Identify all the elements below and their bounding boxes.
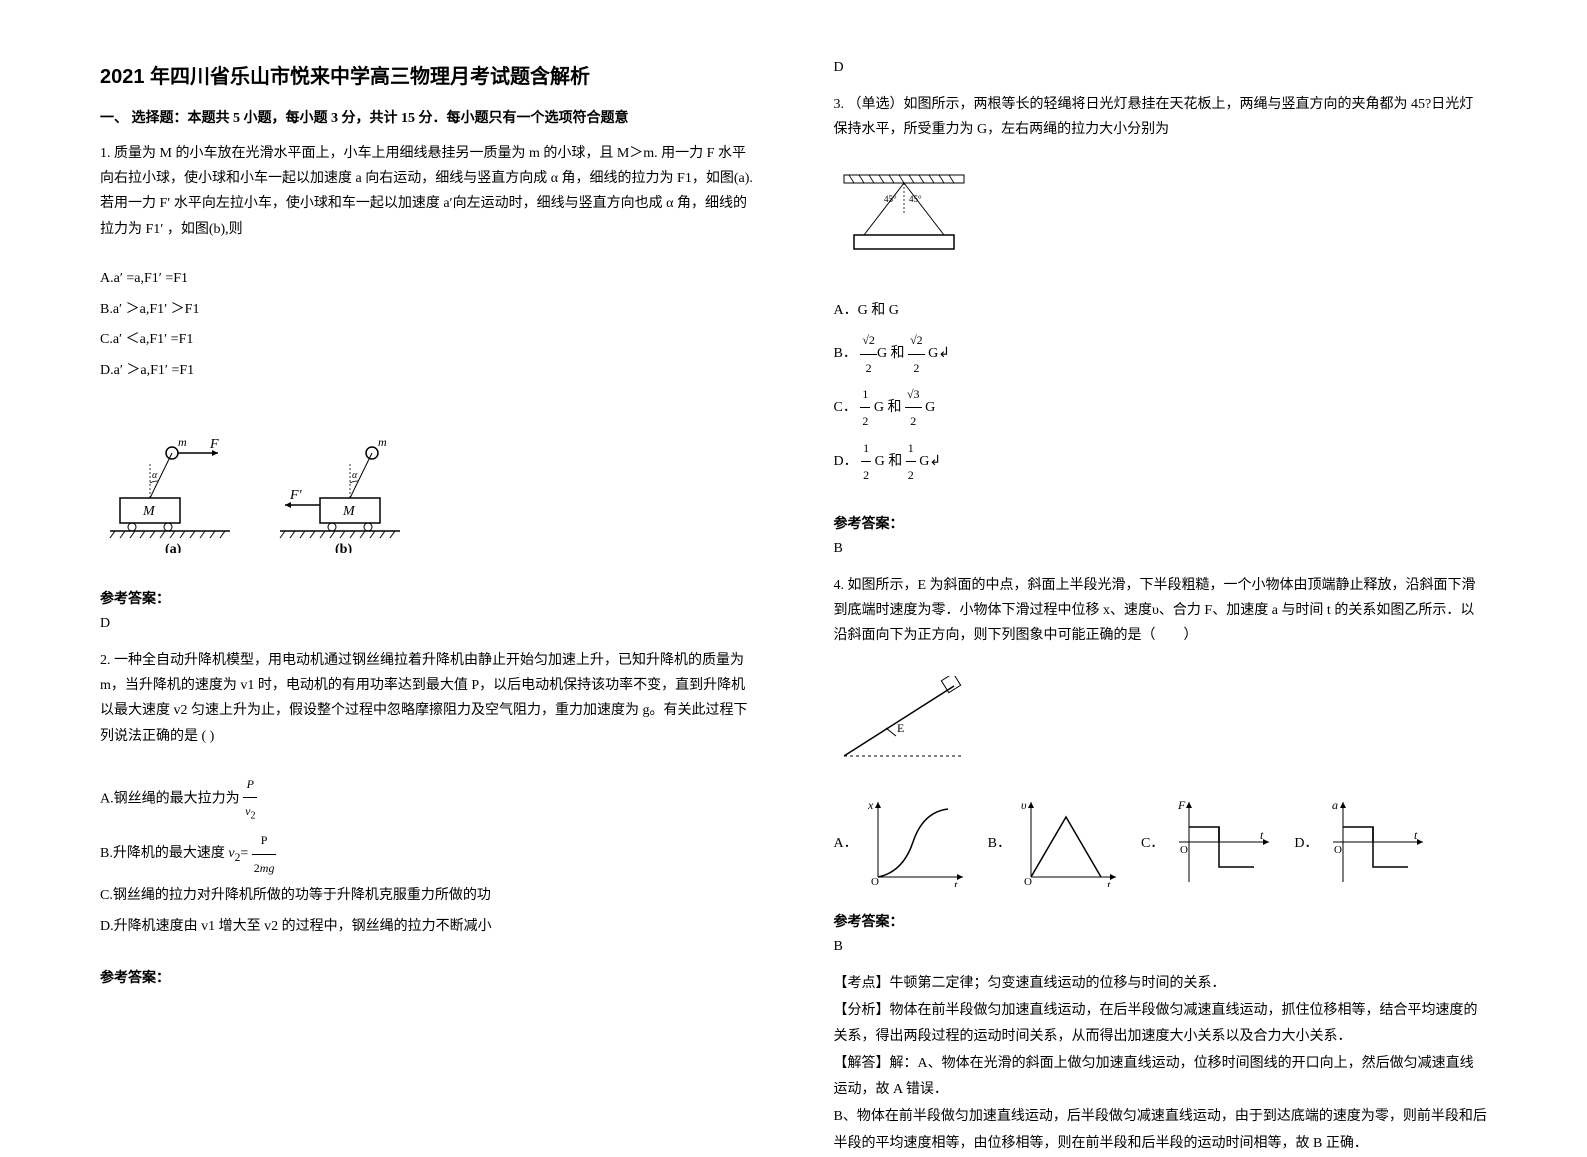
q4-jieda-b: B、物体在前半段做匀加速直线运动，后半段做匀减速直线运动，由于到达底端的速度为零… <box>834 1104 1488 1157</box>
q2-option-a-prefix: A.钢丝绳的最大拉力为 <box>100 791 240 806</box>
q4-answer-label: 参考答案： <box>834 911 1488 931</box>
q3-answer-label: 参考答案： <box>834 513 1488 533</box>
q2-option-c: C.钢丝绳的拉力对升降机所做的功等于升降机克服重力所做的功 <box>100 881 754 912</box>
q1-answer-label: 参考答案： <box>100 588 754 608</box>
q4-graph-a: x t O <box>858 797 968 887</box>
q3-figure: 45° 45° <box>834 170 1488 270</box>
svg-text:O: O <box>1024 876 1032 887</box>
q4-jieda-a: 【解答】解：A、物体在光滑的斜面上做匀加速直线运动，位移时间图线的开口向上，然后… <box>834 1051 1488 1104</box>
svg-text:x: x <box>867 798 874 812</box>
q2-option-b-formula: v2= P2mg <box>228 827 276 881</box>
q2-option-a-formula: P v2 <box>243 771 257 828</box>
svg-text:O: O <box>1180 844 1188 856</box>
question-2-text: 2. 一种全自动升降机模型，用电动机通过钢丝绳拉着升降机由静止开始匀加速上升，已… <box>100 648 754 749</box>
q4-graph-c: F t O <box>1164 797 1274 887</box>
question-2-options: A.钢丝绳的最大拉力为 P v2 B.升降机的最大速度 v2= P2mg C.钢… <box>100 771 754 943</box>
q4-charts: A． x t O B． υ t O <box>834 797 1488 887</box>
q4-answer: B <box>834 939 1488 955</box>
q3-answer: B <box>834 541 1488 557</box>
q1-diagram-svg: M <box>100 413 420 553</box>
svg-text:(b): (b) <box>335 542 352 553</box>
svg-text:F: F <box>209 437 219 452</box>
left-column: 2021 年四川省乐山市悦来中学高三物理月考试题含解析 一、 选择题：本题共 5… <box>100 60 754 1062</box>
q3-option-a: A．G 和 G <box>834 296 1488 327</box>
svg-text:(a): (a) <box>165 542 182 553</box>
svg-text:45°: 45° <box>884 194 897 204</box>
q2-option-d: D.升降机速度由 v1 增大至 v2 的过程中，钢丝绳的拉力不断减小 <box>100 912 754 943</box>
q4-incline-svg: E <box>834 676 984 766</box>
question-3-options: A．G 和 G B． √22G 和 √22 G↲ C． 12 G 和 √32 G… <box>834 296 1488 488</box>
question-4-text: 4. 如图所示，E 为斜面的中点，斜面上半段光滑，下半段粗糙，一个小物体由顶端静… <box>834 573 1488 649</box>
q2-option-a: A.钢丝绳的最大拉力为 P v2 <box>100 771 754 828</box>
q4-kaodian: 【考点】牛顿第二定律；匀变速直线运动的位移与时间的关系． <box>834 971 1488 998</box>
svg-text:E: E <box>897 721 904 735</box>
q2-option-b: B.升降机的最大速度 v2= P2mg <box>100 827 754 881</box>
q2-answer-label: 参考答案： <box>100 967 754 987</box>
q4-chart-b: B． υ t O <box>988 797 1121 887</box>
q1-answer: D <box>100 616 754 632</box>
question-1-text: 1. 质量为 M 的小车放在光滑水平面上，小车上用细线悬挂另一质量为 m 的小球… <box>100 141 754 242</box>
q3-option-c: C． 12 G 和 √32 G <box>834 381 1488 435</box>
q4-chart-c: C． F t O <box>1141 797 1274 887</box>
page-title: 2021 年四川省乐山市悦来中学高三物理月考试题含解析 <box>100 60 754 89</box>
q2-option-b-prefix: B.升降机的最大速度 <box>100 847 225 862</box>
right-column: D 3. （单选）如图所示，两根等长的轻绳将日光灯悬挂在天花板上，两绳与竖直方向… <box>834 60 1488 1062</box>
q4-graph-d: a t O <box>1318 797 1428 887</box>
svg-text:α: α <box>352 470 358 481</box>
svg-text:O: O <box>871 876 879 887</box>
q1-option-c: C.a′ ＜a,F1′ =F1 <box>100 325 754 356</box>
q4-figure-incline: E <box>834 676 1488 771</box>
svg-text:υ: υ <box>1021 798 1027 812</box>
q4-fenxi: 【分析】物体在前半段做匀加速直线运动，在后半段做匀减速直线运动，抓住位移相等，结… <box>834 998 1488 1051</box>
q3-option-d: D． 12 G 和 12 G↲ <box>834 435 1488 489</box>
svg-text:F: F <box>1177 798 1186 812</box>
svg-text:45°: 45° <box>909 194 922 204</box>
q4-graph-b: υ t O <box>1011 797 1121 887</box>
q1-option-b: B.a′ ＞a,F1′ ＞F1 <box>100 295 754 326</box>
q1-figure: M <box>100 413 754 558</box>
svg-text:F′: F′ <box>289 488 303 503</box>
svg-text:m: m <box>178 435 187 449</box>
svg-text:M: M <box>142 504 156 519</box>
q2-answer: D <box>834 60 1488 76</box>
question-3-text: 3. （单选）如图所示，两根等长的轻绳将日光灯悬挂在天花板上，两绳与竖直方向的夹… <box>834 92 1488 142</box>
q4-analysis: 【考点】牛顿第二定律；匀变速直线运动的位移与时间的关系． 【分析】物体在前半段做… <box>834 971 1488 1157</box>
q4-chart-d: D． a t O <box>1294 797 1428 887</box>
svg-text:M: M <box>342 504 356 519</box>
q4-chart-a: A． x t O <box>834 797 968 887</box>
svg-text:a: a <box>1332 798 1338 812</box>
q3-diagram-svg: 45° 45° <box>834 170 974 265</box>
svg-text:α: α <box>152 470 158 481</box>
q1-option-d: D.a′ ＞a,F1′ =F1 <box>100 356 754 387</box>
q3-option-b: B． √22G 和 √22 G↲ <box>834 327 1488 381</box>
svg-text:m: m <box>378 435 387 449</box>
question-1-options: A.a′ =a,F1′ =F1 B.a′ ＞a,F1′ ＞F1 C.a′ ＜a,… <box>100 264 754 387</box>
svg-text:O: O <box>1334 844 1342 856</box>
section-header: 一、 选择题：本题共 5 小题，每小题 3 分，共计 15 分．每小题只有一个选… <box>100 107 754 127</box>
q1-option-a: A.a′ =a,F1′ =F1 <box>100 264 754 295</box>
